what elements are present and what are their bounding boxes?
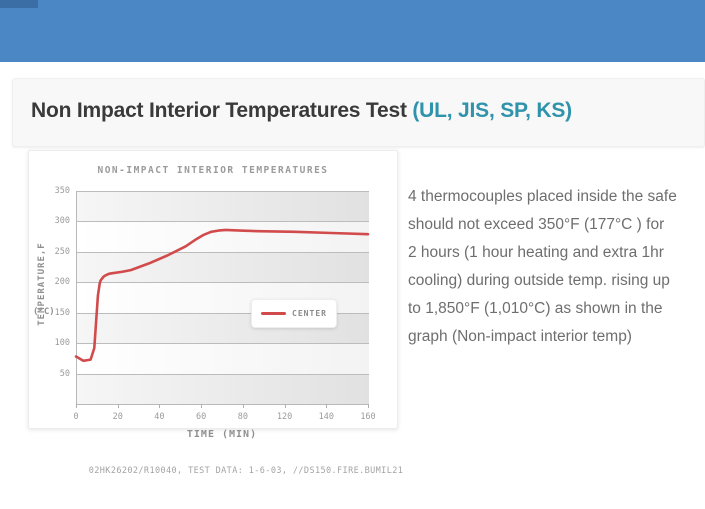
description-line: to 1,850°F (1,010°C) as shown in the <box>408 300 663 317</box>
plot-band <box>77 221 369 252</box>
x-tick-mark <box>117 404 119 408</box>
x-axis-label: TIME (MIN) <box>186 429 258 440</box>
x-tick-mark <box>284 404 286 408</box>
description-line: should not exceed 350°F (177°C ) for <box>408 216 665 233</box>
legend-label: CENTER <box>292 309 327 318</box>
x-tick-label: 80 <box>237 412 248 422</box>
temperature-line-chart <box>74 228 370 363</box>
y-tick-label: 100 <box>54 338 70 349</box>
gridline <box>77 312 369 314</box>
plot-band <box>77 343 369 374</box>
y-tick-label: 300 <box>54 216 70 227</box>
x-tick-label: 140 <box>318 412 334 422</box>
footer-caption: 02HK26202/R10040, TEST DATA: 1-6-03, //D… <box>88 466 404 476</box>
legend: CENTER <box>251 299 337 328</box>
title-strip: Non Impact Interior Temperatures Test (U… <box>12 78 705 147</box>
x-tick-mark <box>242 404 244 408</box>
gridline <box>77 251 369 253</box>
x-tick-label: 120 <box>276 412 293 422</box>
x-tick-label: 40 <box>154 412 165 422</box>
description-line: 4 thermocouples placed inside the safe <box>408 188 677 205</box>
y-tick-label: 150 <box>54 307 70 318</box>
y-tick-label: 50 <box>59 368 70 379</box>
plot-band <box>77 373 369 404</box>
x-tick-mark <box>76 404 77 408</box>
gridline <box>77 282 369 284</box>
description-line: graph (Non-impact interior temp) <box>408 328 632 345</box>
center-series-line <box>74 228 370 363</box>
x-tick-label: 60 <box>196 412 207 422</box>
y-tick-label: 250 <box>54 246 70 257</box>
plot-area <box>76 191 369 405</box>
y-tick-label: 200 <box>54 277 70 288</box>
top-banner <box>0 0 705 62</box>
page-title-accent: (UL, JIS, SP, KS) <box>406 99 572 122</box>
description-text: 4 thermocouples placed inside the safe sh… <box>408 183 705 351</box>
description-line: 2 hours (1 hour heating and extra 1hr <box>408 244 664 261</box>
chart-card: NON-IMPACT INTERIOR TEMPERATURES TEMPERA… <box>28 150 398 440</box>
plot-band <box>77 251 369 283</box>
description-line: cooling) during outside temp. rising up <box>408 272 670 289</box>
x-tick-mark <box>368 404 369 408</box>
page-title-main: Non Impact Interior Temperatures Test <box>31 99 407 122</box>
x-tick-label: 160 <box>360 412 376 422</box>
legend-line-swatch <box>261 312 287 315</box>
banner-corner-accent <box>0 0 38 8</box>
chart-title: NON-IMPACT INTERIOR TEMPERATURES <box>97 165 329 176</box>
gridline <box>77 343 369 345</box>
x-tick-label: 0 <box>73 412 79 422</box>
y-tick-label: 350 <box>54 186 70 196</box>
gridline <box>77 191 369 192</box>
x-tick-label: 20 <box>112 412 123 422</box>
x-tick-mark <box>201 404 203 408</box>
x-tick-mark <box>159 404 161 408</box>
y-axis-unit-label: (°C) <box>33 307 55 317</box>
x-tick-mark <box>326 404 328 408</box>
gridline <box>77 221 369 223</box>
page-title: Non Impact Interior Temperatures Test (U… <box>31 99 572 123</box>
gridline <box>77 373 369 375</box>
plot-band <box>77 191 369 222</box>
